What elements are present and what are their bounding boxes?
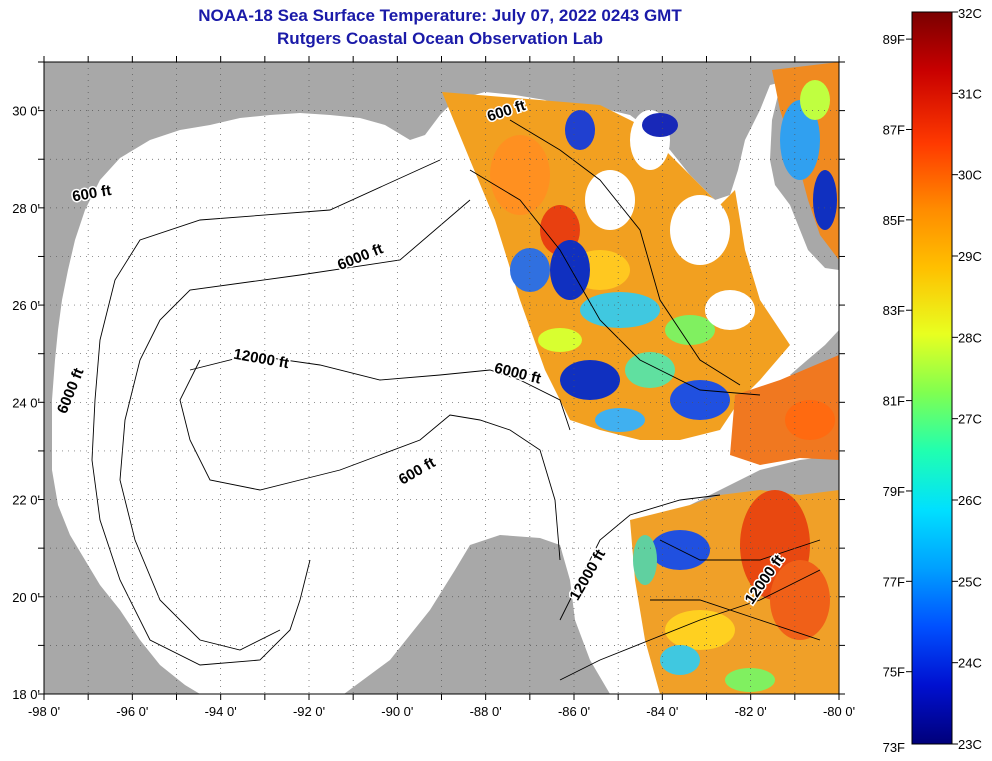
lon-tick-label: -80 0'	[823, 704, 855, 719]
colorbar-label-f: 79F	[883, 484, 905, 499]
florida-keys-land	[790, 330, 839, 380]
colorbar-label-c: 27C	[958, 412, 982, 427]
colorbar-label-f: 81F	[883, 394, 905, 409]
colorbar-label-c: 25C	[958, 574, 982, 589]
lat-tick-label: 26 0'	[12, 298, 40, 313]
lon-tick-label: -86 0'	[558, 704, 590, 719]
temperature-colorbar: 32C 31C 30C 29C 28C 27C 26C 25C 24C 23C 89F 87F 85F…	[883, 6, 982, 755]
lat-tick-label: 30 0'	[12, 104, 40, 119]
map-subtitle: Rutgers Coastal Ocean Observation Lab	[277, 29, 603, 48]
colorbar-label-c: 24C	[958, 656, 982, 671]
colorbar-label-f: 73F	[883, 740, 905, 755]
colorbar-label-c: 32C	[958, 6, 982, 21]
colorbar-label-f: 89F	[883, 32, 905, 47]
colorbar-label-f: 77F	[883, 574, 905, 589]
lat-tick-label: 18 0'	[12, 687, 40, 702]
lon-tick-label: -82 0'	[735, 704, 767, 719]
lon-tick-label: -88 0'	[470, 704, 502, 719]
lat-tick-label: 20 0'	[12, 590, 40, 605]
colorbar-gradient	[911, 11, 953, 745]
colorbar-label-c: 29C	[958, 249, 982, 264]
lon-tick-label: -92 0'	[293, 704, 325, 719]
colorbar-label-c: 30C	[958, 168, 982, 183]
lon-tick-label: -84 0'	[646, 704, 678, 719]
colorbar-label-c: 26C	[958, 493, 982, 508]
lon-tick-label: -96 0'	[116, 704, 148, 719]
colorbar-label-c: 31C	[958, 86, 982, 101]
lat-tick-label: 28 0'	[12, 201, 40, 216]
lon-tick-label: -94 0'	[205, 704, 237, 719]
bathymetry-contours	[91, 119, 821, 681]
colorbar-label-f: 85F	[883, 213, 905, 228]
map-title: NOAA-18 Sea Surface Temperature: July 07…	[198, 6, 682, 25]
latitude-axis: 18 0' 20 0' 22 0' 24 0' 26 0' 28 0' 30 0'	[12, 61, 845, 702]
colorbar-label-c: 28C	[958, 330, 982, 345]
lon-tick-label: -90 0'	[381, 704, 413, 719]
colorbar-label-f: 87F	[883, 122, 905, 137]
yucatan-land	[344, 535, 610, 694]
lat-tick-label: 22 0'	[12, 493, 40, 508]
colorbar-label-f: 83F	[883, 303, 905, 318]
sst-patches	[490, 80, 837, 692]
lat-tick-label: 24 0'	[12, 395, 40, 410]
colorbar-label-c: 23C	[958, 737, 982, 752]
colorbar-label-f: 75F	[883, 665, 905, 680]
north-america-land	[44, 62, 839, 694]
lon-tick-label: -98 0'	[28, 704, 60, 719]
longitude-axis: -98 0' -96 0' -94 0' -92 0' -90 0' -88 0' -86 …	[28, 56, 855, 719]
graticule	[44, 62, 839, 694]
